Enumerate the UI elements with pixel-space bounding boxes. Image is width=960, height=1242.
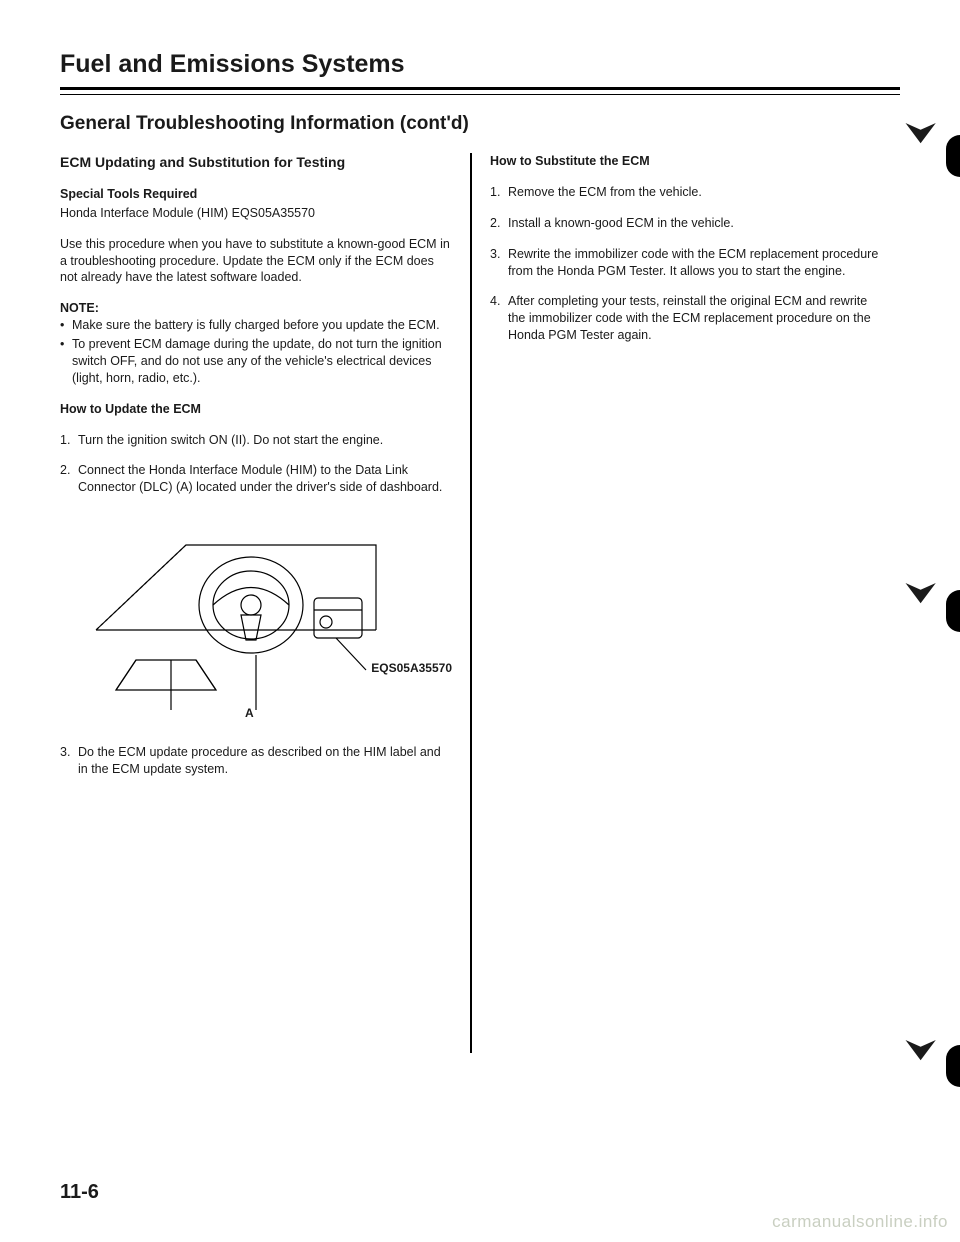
- substitute-step: 1.Remove the ECM from the vehicle.: [490, 184, 882, 201]
- update-step: 2.Connect the Honda Interface Module (HI…: [60, 462, 452, 496]
- substitute-step: 3.Rewrite the immobilizer code with the …: [490, 246, 882, 280]
- rule-thin: [60, 94, 900, 95]
- right-column: How to Substitute the ECM 1.Remove the E…: [472, 153, 900, 1053]
- update-step: 3.Do the ECM update procedure as describ…: [60, 744, 452, 778]
- figure-callout-a: A: [245, 705, 254, 721]
- step-text: Connect the Honda Interface Module (HIM)…: [78, 463, 442, 494]
- watermark-text: carmanualsonline.info: [772, 1212, 948, 1232]
- manual-page: Fuel and Emissions Systems General Troub…: [0, 0, 960, 1242]
- left-column: ECM Updating and Substitution for Testin…: [60, 153, 472, 1053]
- section-title: General Troubleshooting Information (con…: [60, 113, 900, 135]
- update-steps-list: 1.Turn the ignition switch ON (II). Do n…: [60, 432, 452, 497]
- substitute-ecm-heading: How to Substitute the ECM: [490, 153, 882, 170]
- special-tools-text: Honda Interface Module (HIM) EQS05A35570: [60, 205, 452, 222]
- note-label: NOTE:: [60, 301, 99, 315]
- dashboard-illustration-svg: [60, 510, 452, 730]
- thumb-tab: [946, 135, 960, 177]
- step-text: Remove the ECM from the vehicle.: [508, 185, 702, 199]
- figure-part-number: EQS05A35570: [371, 660, 452, 676]
- special-tools-block: Special Tools Required Honda Interface M…: [60, 186, 452, 222]
- substitute-step: 4.After completing your tests, reinstall…: [490, 293, 882, 344]
- page-number: 11-6: [60, 1181, 99, 1204]
- note-item: To prevent ECM damage during the update,…: [60, 336, 452, 387]
- step-text: After completing your tests, reinstall t…: [508, 294, 871, 342]
- note-block: NOTE: Make sure the battery is fully cha…: [60, 300, 452, 386]
- thumb-tab: [946, 590, 960, 632]
- ecm-updating-heading: ECM Updating and Substitution for Testin…: [60, 153, 452, 172]
- margin-caret-icon: ⮟: [907, 1035, 936, 1067]
- step-text: Rewrite the immobilizer code with the EC…: [508, 247, 878, 278]
- margin-caret-icon: ⮟: [907, 118, 936, 150]
- special-tools-label: Special Tools Required: [60, 186, 452, 203]
- thumb-tab: [946, 1045, 960, 1087]
- substitute-step: 2.Install a known-good ECM in the vehicl…: [490, 215, 882, 232]
- note-bullets: Make sure the battery is fully charged b…: [60, 317, 452, 387]
- note-item: Make sure the battery is fully charged b…: [60, 317, 452, 334]
- chapter-title: Fuel and Emissions Systems: [60, 50, 900, 79]
- dashboard-figure: EQS05A35570 A: [60, 510, 452, 730]
- margin-caret-icon: ⮟: [907, 578, 936, 610]
- substitute-steps-list: 1.Remove the ECM from the vehicle. 2.Ins…: [490, 184, 882, 344]
- step-text: Install a known-good ECM in the vehicle.: [508, 216, 734, 230]
- step-text: Turn the ignition switch ON (II). Do not…: [78, 433, 383, 447]
- two-column-layout: ECM Updating and Substitution for Testin…: [60, 153, 900, 1053]
- update-steps-list-cont: 3.Do the ECM update procedure as describ…: [60, 744, 452, 778]
- update-ecm-heading: How to Update the ECM: [60, 401, 452, 418]
- update-step: 1.Turn the ignition switch ON (II). Do n…: [60, 432, 452, 449]
- rule-thick: [60, 87, 900, 90]
- intro-paragraph: Use this procedure when you have to subs…: [60, 236, 452, 287]
- step-text: Do the ECM update procedure as described…: [78, 745, 441, 776]
